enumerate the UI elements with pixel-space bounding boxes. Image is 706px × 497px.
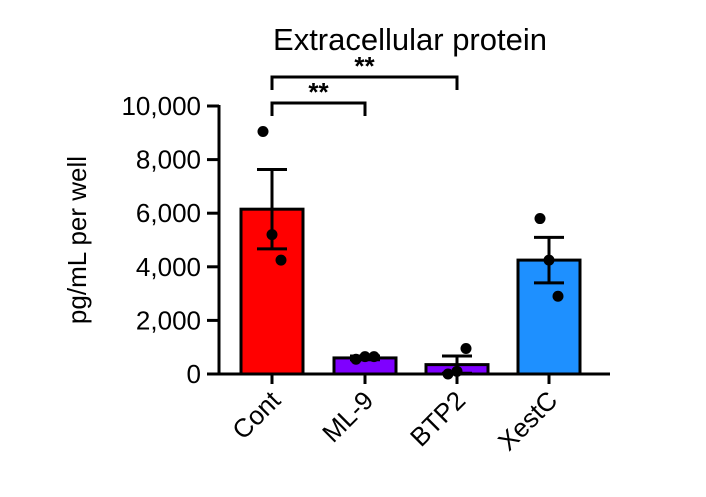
chart-title: Extracellular protein (273, 22, 547, 57)
y-tick-label: 8,000 (136, 145, 201, 175)
y-axis-label: pg/mL per well (62, 156, 92, 324)
y-tick-label: 4,000 (136, 252, 201, 282)
y-tick-label: 2,000 (136, 305, 201, 335)
data-point (534, 213, 546, 225)
significance-label: ** (354, 51, 375, 81)
x-ticks-group: Cont ML-9 BTP2 XestC (226, 374, 563, 456)
data-point (275, 254, 287, 266)
data-point (350, 353, 362, 365)
data-point (368, 351, 380, 363)
significance-bracket (270, 75, 459, 90)
data-point (460, 343, 472, 355)
y-tick-label: 6,000 (136, 198, 201, 228)
data-point (257, 125, 269, 137)
x-tick-label: Cont (226, 384, 287, 445)
x-tick-label: XestC (492, 385, 563, 456)
data-point (359, 351, 371, 363)
data-point (543, 254, 555, 266)
x-tick-label: ML-9 (316, 385, 379, 448)
data-points-group (257, 125, 564, 380)
y-tick-label: 0 (187, 359, 201, 389)
y-ticks-group: 0 2,000 4,000 6,000 8,000 10,000 (121, 91, 219, 389)
y-tick-label: 10,000 (121, 91, 201, 121)
significance-label: ** (308, 77, 329, 107)
data-point (552, 290, 564, 302)
significance-group: ** ** (270, 51, 459, 116)
data-point (266, 229, 278, 241)
bars-group (239, 207, 582, 376)
x-tick-label: BTP2 (404, 385, 471, 452)
significance-bracket (270, 101, 367, 116)
